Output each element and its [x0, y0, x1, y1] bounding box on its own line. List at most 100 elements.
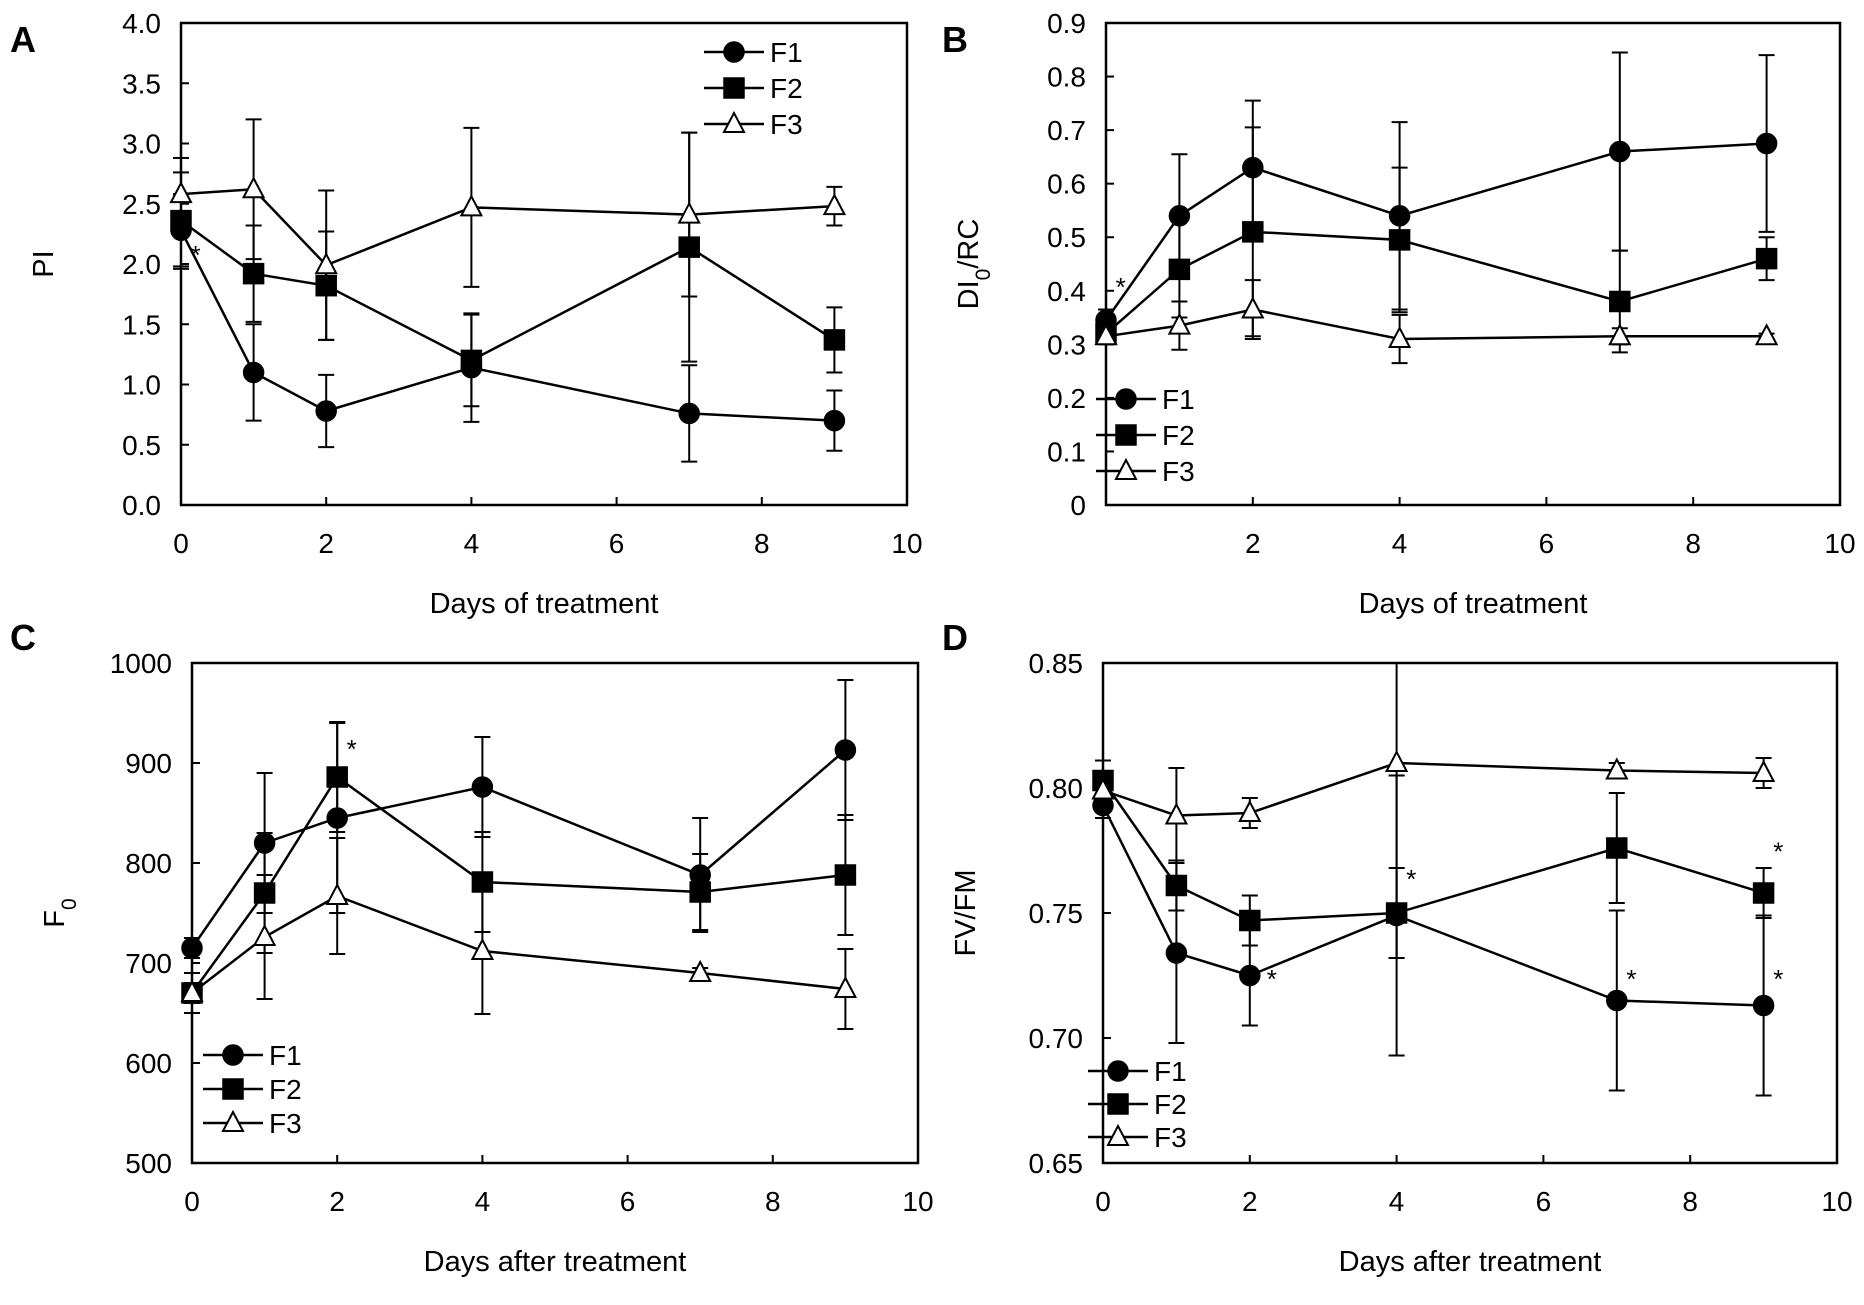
y-axis-title: FV/FM: [950, 870, 982, 957]
legend-label: F2: [1154, 1089, 1187, 1120]
data-point: [1755, 247, 1778, 270]
data-point: [242, 262, 265, 285]
data-point: [677, 201, 701, 224]
y-tick-label: 600: [125, 1048, 172, 1079]
x-tick-label: 10: [891, 528, 922, 559]
y-tick-label: 4.0: [122, 8, 161, 39]
legend-marker: [723, 41, 745, 63]
legend-marker: [1106, 1123, 1130, 1146]
legend-marker: [1115, 388, 1137, 410]
legend-marker: [221, 1109, 245, 1132]
series-line: [190, 775, 846, 994]
data-point: [181, 937, 203, 959]
x-tick-label: 6: [620, 1186, 636, 1217]
y-tick-label: 3.0: [122, 129, 161, 160]
x-tick-label: 2: [329, 1186, 345, 1217]
series-line: [180, 219, 836, 362]
data-point: [242, 361, 265, 384]
x-tick-label: 10: [1824, 528, 1855, 559]
legend-marker: [222, 1044, 244, 1066]
series-line: [1105, 308, 1767, 341]
x-tick-label: 8: [1685, 528, 1701, 559]
x-tick-label: 2: [1242, 1186, 1258, 1217]
y-tick-label: 0.8: [1047, 62, 1086, 93]
significance-mark: *: [190, 240, 200, 270]
data-point: [1384, 749, 1409, 772]
data-point: [471, 776, 494, 798]
data-point: [1165, 942, 1188, 964]
x-tick-label: 0: [184, 1186, 200, 1217]
y-tick-label: 500: [125, 1148, 172, 1179]
y-tick-label: 0.75: [1029, 898, 1084, 929]
panel-label-a: A: [10, 19, 36, 60]
data-point: [252, 923, 277, 946]
series-line: [1104, 142, 1767, 321]
y-axis-title: DI0/RC: [953, 219, 995, 310]
plot-frame: [1104, 21, 1842, 507]
data-point: [823, 329, 846, 351]
series-line: [190, 749, 847, 949]
data-point: [1165, 874, 1188, 897]
series-line: [1102, 761, 1764, 817]
y-tick-label: 3.5: [122, 68, 161, 99]
data-point: [823, 409, 846, 432]
data-point: [460, 349, 483, 372]
y-tick-label: 0.6: [1047, 169, 1086, 200]
legend-marker: [1107, 1060, 1129, 1082]
data-point: [834, 739, 857, 761]
x-tick-label: 8: [754, 528, 770, 559]
y-tick-label: 0: [1070, 490, 1086, 521]
data-point: [1606, 837, 1628, 859]
significance-mark: *: [347, 734, 357, 764]
plot-frame: [190, 661, 920, 1165]
series-f1: [181, 679, 857, 959]
panel-a: A 0.0 0.5 1.0 1.5 2.0 2.5 3.0 3.5 4.0 0 2 4 6 8 10 Days …: [10, 8, 923, 620]
x-axis-title: Days after treatment: [1339, 1246, 1602, 1278]
data-point: [1168, 258, 1191, 281]
panel-label-d: D: [942, 617, 968, 658]
x-tick-label: 6: [609, 528, 625, 559]
data-point: [180, 979, 204, 1002]
legend-label: F1: [269, 1040, 302, 1071]
data-point: [1241, 296, 1265, 319]
y-tick-label: 0.2: [1047, 383, 1086, 414]
series-line: [180, 188, 835, 267]
y-tick-label: 0.7: [1047, 115, 1086, 146]
x-tick-label: 8: [765, 1186, 781, 1217]
series-f2: [181, 721, 857, 1004]
panel-c: C 500 600 700 800 900 1000 0 2 4 6 8 10 Days after tr…: [10, 617, 934, 1278]
legend-marker: [1114, 457, 1138, 480]
legend: F1 F2 F3: [1096, 384, 1195, 487]
y-tick-label: 0.70: [1029, 1023, 1084, 1054]
y-tick-label: 2.5: [122, 189, 161, 220]
data-point: [470, 937, 495, 960]
y-tick-label: 0.85: [1029, 648, 1084, 679]
legend-label: F3: [770, 109, 803, 140]
y-tick-label: 1000: [110, 648, 172, 679]
plot-frame: [1101, 661, 1839, 1165]
data-point: [1388, 229, 1411, 251]
significance-mark: *: [1406, 864, 1416, 894]
y-tick-label: 0.9: [1047, 8, 1086, 39]
x-axis-title: Days of treatment: [430, 588, 659, 620]
data-point: [241, 176, 266, 199]
data-point: [1238, 799, 1262, 822]
panel-label-c: C: [10, 617, 36, 658]
series-f3: [1091, 662, 1776, 959]
data-point: [1752, 882, 1775, 904]
significance-mark: *: [1626, 964, 1636, 994]
legend-label: F3: [269, 1108, 302, 1139]
y-tick-label: 0.80: [1029, 773, 1084, 804]
data-point: [689, 881, 711, 903]
panel-label-b: B: [942, 19, 968, 60]
data-point: [1164, 802, 1189, 825]
significance-mark: *: [1267, 964, 1277, 994]
legend-label: F2: [1162, 420, 1195, 451]
legend-marker: [722, 110, 746, 133]
data-point: [315, 400, 337, 422]
series-f3: [1094, 279, 1779, 365]
x-axis-title: Days of treatment: [1359, 588, 1588, 620]
data-point: [314, 252, 338, 275]
data-point: [1387, 325, 1412, 348]
significance-mark: *: [1116, 272, 1126, 302]
